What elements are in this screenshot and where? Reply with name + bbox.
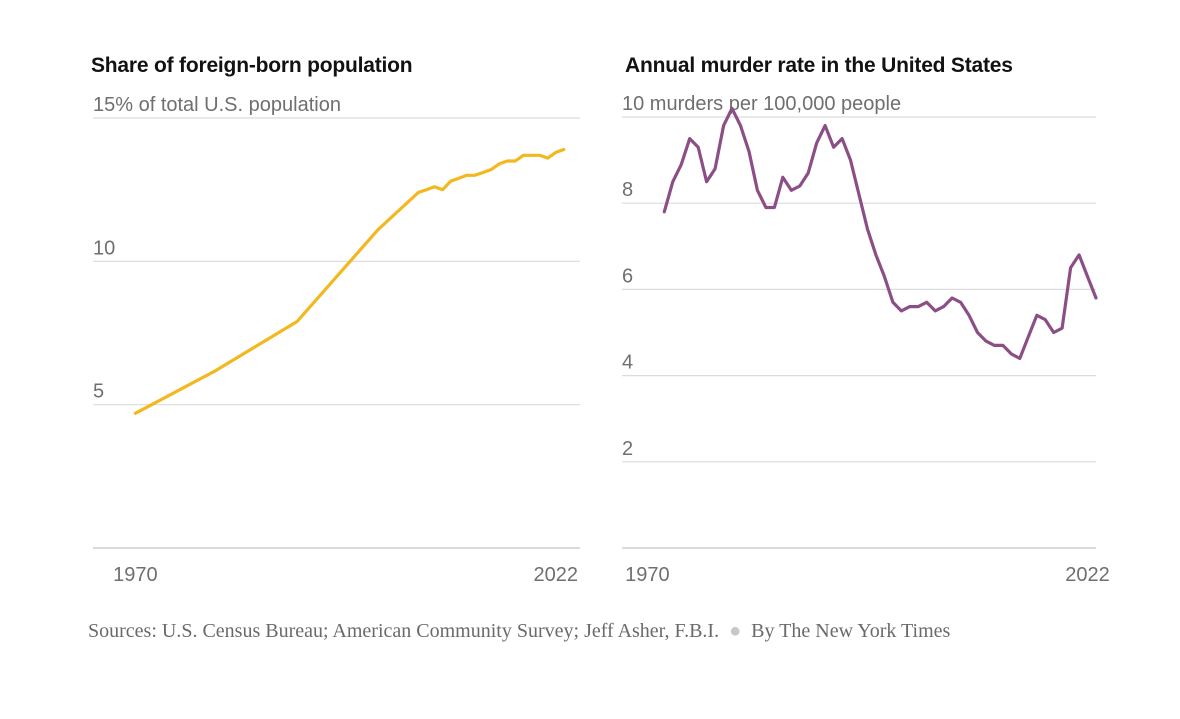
byline-text: By The New York Times xyxy=(751,620,951,642)
y-tick-label: 6 xyxy=(622,265,633,287)
data-series-line xyxy=(662,106,1098,360)
source-footer: Sources: U.S. Census Bureau; American Co… xyxy=(88,617,1098,645)
y-tick-label: 15% of total U.S. population xyxy=(93,94,341,116)
chart-title: Annual murder rate in the United States xyxy=(625,54,1013,77)
y-tick-label: 10 xyxy=(93,237,115,259)
y-tick-label: 2 xyxy=(622,438,633,460)
x-tick-label: 2022 xyxy=(1065,564,1110,586)
separator-dot: ● xyxy=(729,620,742,642)
x-tick-label: 1970 xyxy=(113,564,158,586)
y-tick-label: 5 xyxy=(93,381,104,403)
data-series-line xyxy=(133,147,566,415)
x-tick-label: 2022 xyxy=(534,564,579,586)
foreign-born-line-chart: 5 10 15% of total U.S. population 1970 2022 xyxy=(93,94,580,586)
chart-foreign-born: Share of foreign-born population 5 10 15% … xyxy=(0,0,600,600)
x-tick-label: 1970 xyxy=(625,564,670,586)
sources-text: Sources: U.S. Census Bureau; American Co… xyxy=(88,620,720,642)
y-tick-label: 10 murders per 100,000 people xyxy=(622,93,901,115)
y-tick-label: 8 xyxy=(622,179,633,201)
chart-title: Share of foreign-born population xyxy=(91,54,413,77)
murder-rate-line-chart: 2 4 6 8 10 murders per 100,000 people 1970 202… xyxy=(622,93,1110,586)
y-tick-label: 4 xyxy=(622,352,633,374)
chart-murder-rate: Annual murder rate in the United States … xyxy=(600,0,1180,600)
